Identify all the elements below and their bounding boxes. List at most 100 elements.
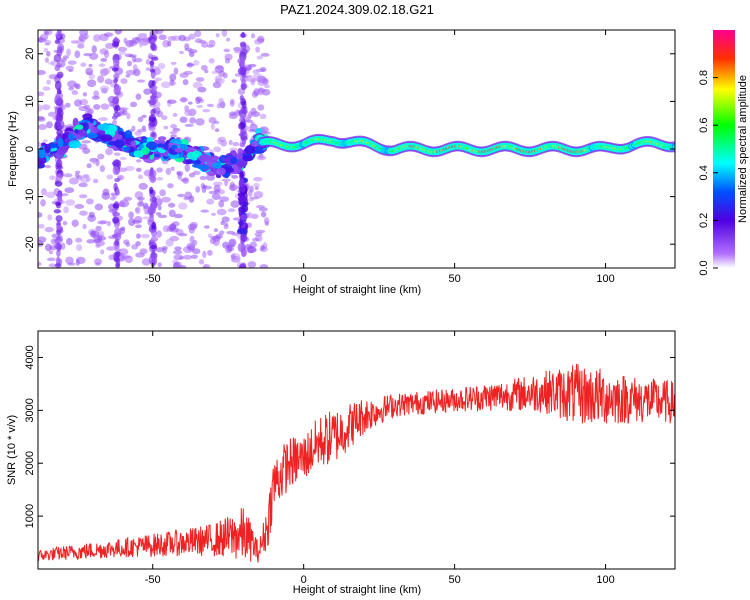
spectrogram-blob (80, 62, 87, 67)
spectrogram-blob (149, 214, 155, 223)
spectrogram-blob (148, 255, 156, 265)
spectrogram-blob (47, 257, 56, 262)
spectrogram-blob (48, 61, 55, 65)
spectrogram-blob (78, 35, 87, 42)
spectrogram-blob (250, 78, 256, 86)
y-tick-label: 20 (24, 48, 36, 60)
spectrogram-blob (151, 85, 158, 90)
spectrogram-blob (250, 33, 256, 39)
spectrogram-blob (203, 225, 210, 229)
spectrogram-blob (170, 134, 178, 138)
spectrogram-blob (136, 79, 146, 83)
spectrogram-blob (188, 33, 196, 40)
spectrogram-blob (207, 249, 213, 256)
spectrogram-blob (215, 33, 220, 38)
spectrogram-blob (159, 189, 167, 197)
spectrogram-blob (137, 116, 144, 123)
spectrogram-blob (74, 50, 81, 59)
spectrogram-blob (120, 226, 126, 231)
spectrogram-blob (56, 158, 63, 169)
spectrogram-blob (186, 242, 196, 251)
spectrogram-blob (133, 150, 144, 158)
spectrogram-blob (188, 195, 195, 203)
spectrogram-blob (107, 140, 121, 146)
spectrogram-blob (148, 169, 157, 178)
spectrogram-blob (46, 79, 51, 85)
spectrogram-blob (211, 212, 217, 217)
spectrogram-blob (218, 200, 225, 208)
spectrogram-blob (193, 60, 200, 66)
spectrogram-blob (212, 181, 223, 187)
spectrogram-blob (132, 64, 138, 72)
spectrogram-blob (41, 188, 47, 196)
spectrogram-blob (46, 121, 53, 129)
spectrogram-blob (66, 237, 73, 246)
spectrogram-blob (98, 63, 106, 67)
spectrogram-blob (54, 263, 62, 268)
spectrogram-blob (172, 112, 178, 118)
spectrogram-blob (151, 229, 157, 238)
snr-panel: -50 0 50 100 1000 2000 3000 4000 Height of stra… (6, 330, 676, 596)
spectrogram-blob (129, 101, 138, 108)
spectrogram-blob (230, 200, 240, 208)
spectrogram-blob (135, 159, 142, 163)
spectrogram-blob (179, 72, 189, 78)
spectrogram-blob (204, 69, 209, 74)
spectrogram-blob (150, 42, 156, 51)
spectrogram-blob (43, 47, 49, 53)
spectrogram-blob (248, 63, 257, 68)
spectrogram-blob (68, 177, 79, 185)
spectrogram-blob (122, 146, 131, 152)
spectrogram-blob (255, 205, 265, 209)
spectrogram-blob (170, 61, 177, 65)
spectrogram-blob (237, 195, 246, 202)
spectrogram-blob (188, 51, 195, 58)
spectrogram-blob (130, 140, 137, 146)
spectrogram-blob (118, 107, 129, 111)
spectrogram-blob (86, 198, 94, 205)
spectrogram-blob (184, 109, 193, 117)
spectrogram-blob (229, 100, 235, 107)
spectrogram-blob (106, 174, 113, 180)
spectrogram-blob (100, 103, 110, 110)
spectrogram-blob (257, 78, 267, 87)
spectrogram-blob (49, 143, 57, 149)
spectrogram-blob (75, 237, 83, 243)
y-tick-label: 2000 (24, 451, 36, 475)
spectrogram-blob (224, 180, 229, 187)
spectrogram-blob (124, 255, 133, 264)
spectrogram-blob (78, 182, 88, 188)
spectrogram-blob (98, 117, 108, 122)
spectrogram-blob (86, 239, 96, 244)
spectrogram-blob (143, 88, 152, 95)
snr-ticks: -50 0 50 100 1000 2000 3000 4000 (24, 331, 675, 586)
spectrogram-blob (231, 174, 239, 179)
spectrogram-blob (102, 67, 111, 75)
spectrogram-blob (189, 117, 197, 124)
spectrogram-blob (154, 77, 163, 81)
spectrogram-blob (125, 165, 135, 172)
spectrogram-blob (131, 125, 136, 132)
snr-ylabel: SNR (10 * v/v) (6, 415, 18, 485)
spectrogram-blob (221, 178, 231, 182)
spectrogram-blob (45, 191, 56, 199)
spectrogram-blob (135, 93, 142, 101)
spectrogram-blob (114, 84, 122, 93)
spectrogram-blob (56, 229, 62, 236)
spectrogram-blob (247, 246, 257, 254)
x-tick-label: 100 (596, 273, 614, 285)
spectrogram-blob (47, 214, 53, 221)
spectrogram-blob (114, 30, 123, 35)
spectrogram-blob (247, 211, 253, 219)
spectrogram-blob (115, 262, 121, 268)
spectrogram-blob (218, 230, 225, 235)
spectrogram-blob (250, 213, 259, 220)
spectrogram-blob (85, 176, 91, 182)
spectrogram-blob (135, 167, 142, 172)
spectrogram-blob (169, 130, 178, 135)
spectrogram-blob (160, 81, 171, 89)
spectrogram-blob (184, 123, 194, 127)
spectrogram-blob (215, 65, 224, 70)
spectrogram-blob (97, 75, 105, 83)
spectrogram-blob (91, 45, 97, 54)
